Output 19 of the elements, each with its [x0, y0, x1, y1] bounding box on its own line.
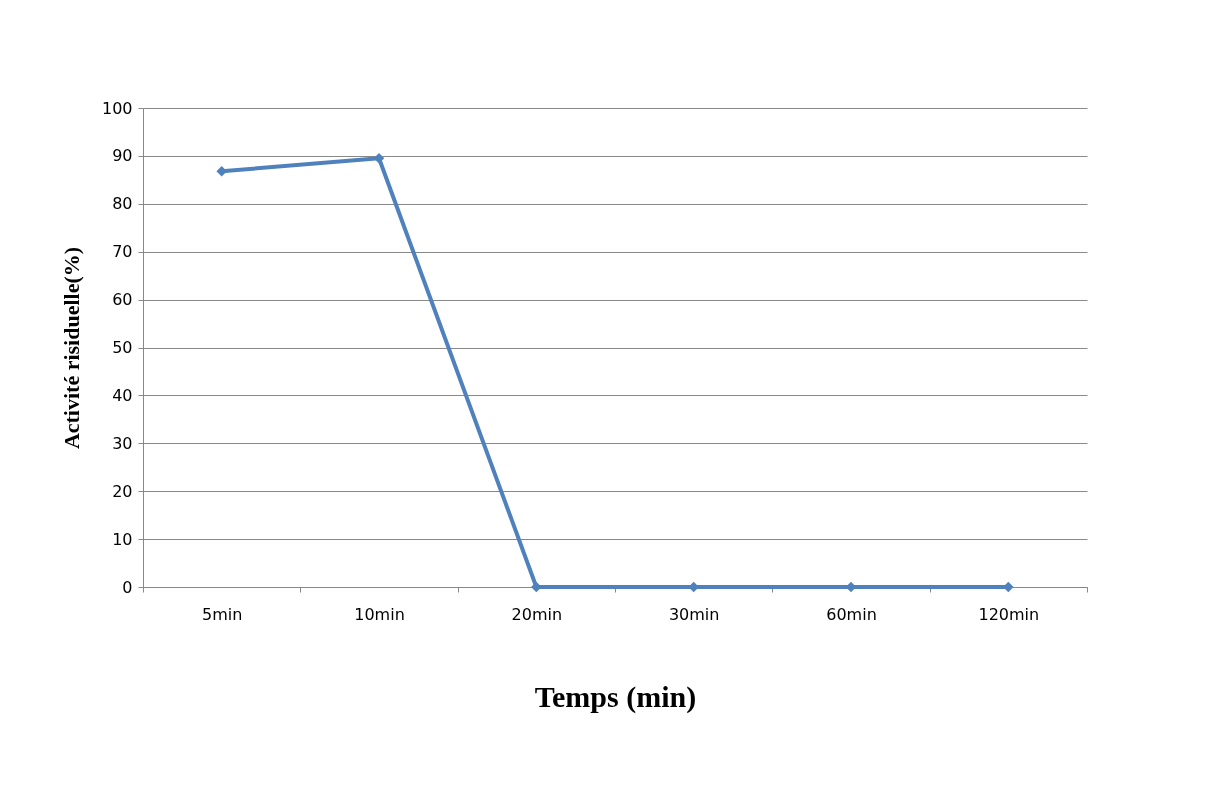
- x-tick-label: 20min: [511, 604, 563, 624]
- x-tick-label: 30min: [668, 604, 720, 624]
- x-tick-label: 5min: [201, 604, 243, 624]
- y-tick-label: 60: [112, 290, 133, 310]
- x-axis-title: Temps (min): [534, 679, 697, 714]
- y-axis-title: Activité risiduelle(%): [58, 246, 84, 450]
- y-tick-label: 50: [112, 338, 133, 357]
- y-tick-label: 70: [112, 242, 133, 262]
- y-tick-label: 30: [112, 433, 133, 453]
- y-tick-label: 80: [112, 194, 133, 214]
- x-tick-label: 120min: [978, 604, 1040, 624]
- x-tick-label: 10min: [354, 604, 405, 624]
- y-tick-label: 100: [101, 98, 133, 118]
- x-tick-label: 60min: [826, 604, 877, 624]
- y-tick-label: 20: [112, 481, 133, 501]
- y-tick-label: 40: [112, 385, 133, 405]
- y-tick-label: 0: [122, 577, 133, 597]
- y-tick-label: 90: [112, 146, 133, 166]
- y-tick-label: 10: [112, 529, 133, 549]
